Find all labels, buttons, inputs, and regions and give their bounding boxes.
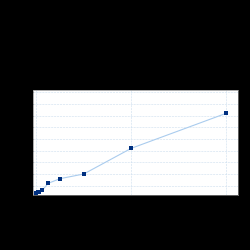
Point bbox=[37, 190, 41, 194]
Y-axis label: OD: OD bbox=[11, 138, 16, 147]
Point bbox=[58, 177, 62, 181]
Point bbox=[34, 191, 38, 195]
Point bbox=[82, 172, 86, 176]
Point bbox=[36, 190, 40, 194]
Point bbox=[224, 111, 228, 115]
Point bbox=[46, 181, 50, 185]
X-axis label: Human Myeloid Progenitor Inhibitory Factor 2 (MPIF2)
Concentration (pg/ml): Human Myeloid Progenitor Inhibitory Fact… bbox=[51, 207, 219, 218]
Point bbox=[40, 188, 44, 192]
Point bbox=[129, 146, 133, 150]
